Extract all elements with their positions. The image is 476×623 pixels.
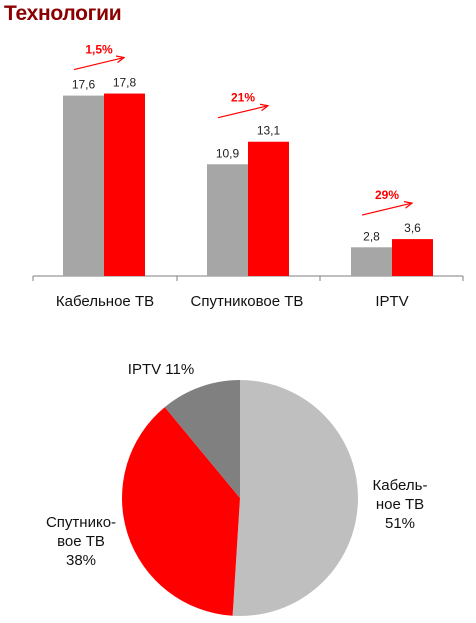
- category-label: Кабельное ТВ: [56, 293, 154, 310]
- category-label: Спутниковое ТВ: [191, 293, 304, 310]
- bar-value-label: 13,1: [257, 124, 281, 138]
- pie-slice: [232, 380, 359, 616]
- growth-label: 21%: [231, 91, 255, 105]
- pie-label-iptv: IPTV 11%: [128, 361, 194, 378]
- bar: [207, 164, 248, 276]
- bar: [351, 247, 392, 276]
- pie-label-cable: Кабель-ное ТВ 51%: [373, 477, 428, 532]
- bar-value-label: 10,9: [216, 146, 240, 160]
- bar-chart: 17,6 17,8 1,5% Кабельное ТВ 10,9 13,1 21% Спутн…: [32, 43, 464, 310]
- bar-value-label: 17,6: [72, 78, 96, 92]
- bar-value-label: 3,6: [404, 221, 421, 235]
- bar: [63, 95, 104, 276]
- growth-arrow: [73, 58, 124, 71]
- bar-value-label: 17,8: [113, 76, 137, 90]
- category-label: IPTV: [375, 293, 408, 310]
- pie-chart: Кабель-ное ТВ 51% Спутнико-вое ТВ 38% IPTV 1…: [46, 361, 428, 616]
- growth-label: 1,5%: [85, 43, 113, 57]
- pie-label-satellite: Спутнико-вое ТВ 38%: [46, 514, 116, 569]
- bar-value-label: 2,8: [363, 229, 380, 243]
- pie-slice: [164, 380, 240, 498]
- bar: [104, 93, 145, 276]
- page-title: Технологии: [4, 2, 122, 25]
- growth-arrow: [361, 203, 412, 216]
- pie-slice: [121, 407, 240, 616]
- growth-label: 29%: [375, 188, 399, 202]
- growth-arrow: [217, 106, 268, 119]
- bar: [392, 239, 433, 276]
- bar: [248, 141, 289, 276]
